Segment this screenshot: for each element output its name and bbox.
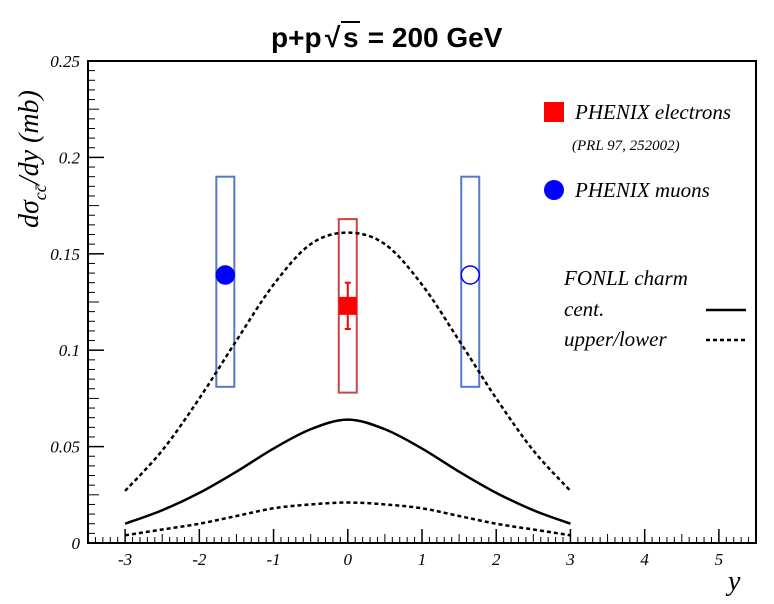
y-tick-label: 0.15 (50, 245, 80, 264)
muon-syst-box (215, 175, 236, 388)
muon-point-filled (215, 265, 236, 285)
axes-layer: -3 -2 -1 0 1 2 3 4 5 0 0.05 0.1 0.15 0.2 0.25 (50, 52, 757, 569)
title-prefix: p+p (271, 22, 322, 53)
chart-title: p+p √ s = 200 GeV (271, 21, 503, 53)
y-axis-title-suffix: /dy (mb) (14, 90, 45, 186)
y-tick-label: 0.2 (59, 148, 81, 167)
muon-syst-box (460, 175, 481, 388)
y-tick-label: 0.25 (50, 52, 80, 71)
y-axis-title-subscript: cc̄ (30, 183, 50, 200)
x-tick-label: 1 (418, 550, 427, 569)
legend-muons-label: PHENIX muons (574, 178, 710, 202)
y-tick-label: 0.05 (50, 438, 80, 457)
fonll-upper-curve (124, 231, 572, 492)
x-tick-label: 5 (715, 550, 724, 569)
y-axis-title: dσcc̄/dy (mb) (14, 90, 50, 228)
x-tick-label: 3 (565, 550, 575, 569)
x-tick-label: 0 (344, 550, 353, 569)
legend-muon-marker (544, 180, 564, 200)
legend-fonll-cent: cent. (564, 297, 604, 321)
points-layer (215, 265, 480, 330)
fonll-lower-curve (124, 501, 571, 537)
electron-point (338, 296, 357, 315)
x-tick-label: -3 (118, 550, 132, 569)
legend-electron-marker (544, 102, 564, 122)
x-tick-label: -1 (266, 550, 280, 569)
title-suffix: = 200 GeV (360, 22, 503, 53)
y-axis-title-prefix: dσ (14, 199, 45, 228)
legend-fonll-title: FONLL charm (563, 266, 688, 290)
x-tick-label: 4 (640, 550, 649, 569)
x-tick-label: 2 (492, 550, 501, 569)
y-tick-label: 0 (72, 534, 81, 553)
title-sqrt-symbol: √ (325, 22, 341, 53)
legend-electrons-ref: (PRL 97, 252002) (572, 138, 680, 154)
muon-point-open (460, 265, 480, 285)
curves-layer (124, 231, 572, 537)
plot-frame (87, 60, 757, 544)
x-tick-label: -2 (192, 550, 207, 569)
legend-electrons-label: PHENIX electrons (574, 100, 731, 124)
x-axis-title: y (725, 566, 741, 597)
title-sqrt-arg: s (343, 22, 359, 53)
legend: PHENIX electrons (PRL 97, 252002) PHENIX… (544, 100, 746, 351)
legend-fonll-band: upper/lower (564, 327, 667, 351)
fonll-central-curve (124, 418, 571, 525)
y-tick-label: 0.1 (59, 341, 80, 360)
